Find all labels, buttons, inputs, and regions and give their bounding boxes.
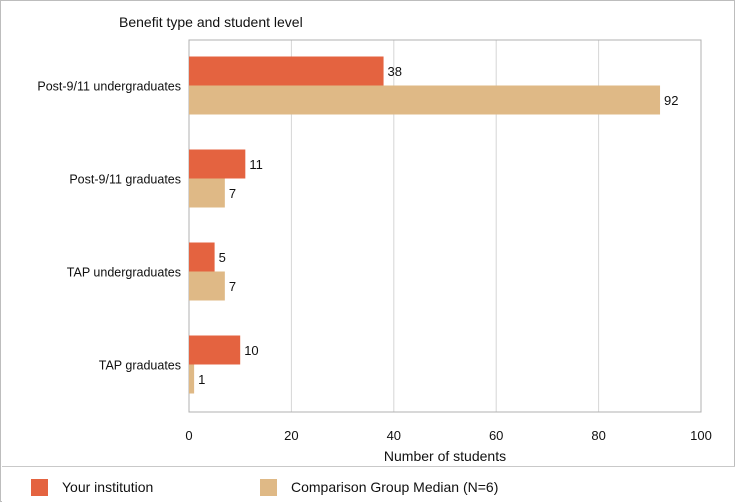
category-labels: Post-9/11 undergraduates Post-9/11 gradua…	[37, 80, 181, 373]
x-tick-labels: 0 20 40 60 80 100	[185, 428, 711, 443]
legend-swatch-your-institution	[31, 478, 48, 496]
legend-item-comparison-group-median: Comparison Group Median (N=6)	[260, 477, 498, 497]
x-tick-label-20: 20	[284, 428, 298, 443]
x-tick-label-100: 100	[690, 428, 712, 443]
legend-item-your-institution: Your institution	[31, 477, 153, 497]
x-tick-label-60: 60	[489, 428, 503, 443]
bar-series0-cat0	[189, 56, 384, 86]
x-axis-label: Number of students	[384, 448, 506, 464]
data-label-series1-cat3: 1	[198, 372, 205, 387]
x-tick-label-80: 80	[591, 428, 605, 443]
data-label-series1-cat0: 92	[664, 93, 678, 108]
category-label-3: TAP graduates	[99, 359, 181, 373]
bar-chart: Benefit type and student level 389211757…	[37, 14, 711, 464]
data-label-series1-cat1: 7	[229, 186, 236, 201]
data-label-series0-cat3: 10	[244, 343, 258, 358]
x-tick-label-0: 0	[185, 428, 192, 443]
chart-title: Benefit type and student level	[119, 14, 303, 30]
legend-label-your-institution: Your institution	[62, 479, 154, 495]
bar-series0-cat2	[189, 242, 215, 272]
bars	[189, 56, 661, 394]
bar-series1-cat1	[189, 178, 225, 208]
data-label-series1-cat2: 7	[229, 279, 236, 294]
legend-label-comparison-group-median: Comparison Group Median (N=6)	[291, 479, 499, 495]
bar-series0-cat3	[189, 335, 241, 365]
bar-series0-cat1	[189, 149, 246, 179]
data-label-series0-cat1: 11	[249, 157, 263, 172]
data-label-series0-cat0: 38	[388, 64, 402, 79]
category-label-0: Post-9/11 undergraduates	[37, 80, 181, 94]
legend-swatch-comparison-group-median	[260, 478, 277, 496]
bar-series1-cat3	[189, 364, 195, 394]
data-label-series0-cat2: 5	[219, 250, 226, 265]
plot-area	[188, 39, 702, 413]
bar-series1-cat2	[189, 271, 225, 301]
bar-series1-cat0	[189, 85, 661, 115]
x-tick-label-40: 40	[387, 428, 401, 443]
category-label-2: TAP undergraduates	[67, 266, 181, 280]
category-label-1: Post-9/11 graduates	[69, 173, 181, 187]
legend: Your institution Comparison Group Median…	[2, 466, 735, 503]
